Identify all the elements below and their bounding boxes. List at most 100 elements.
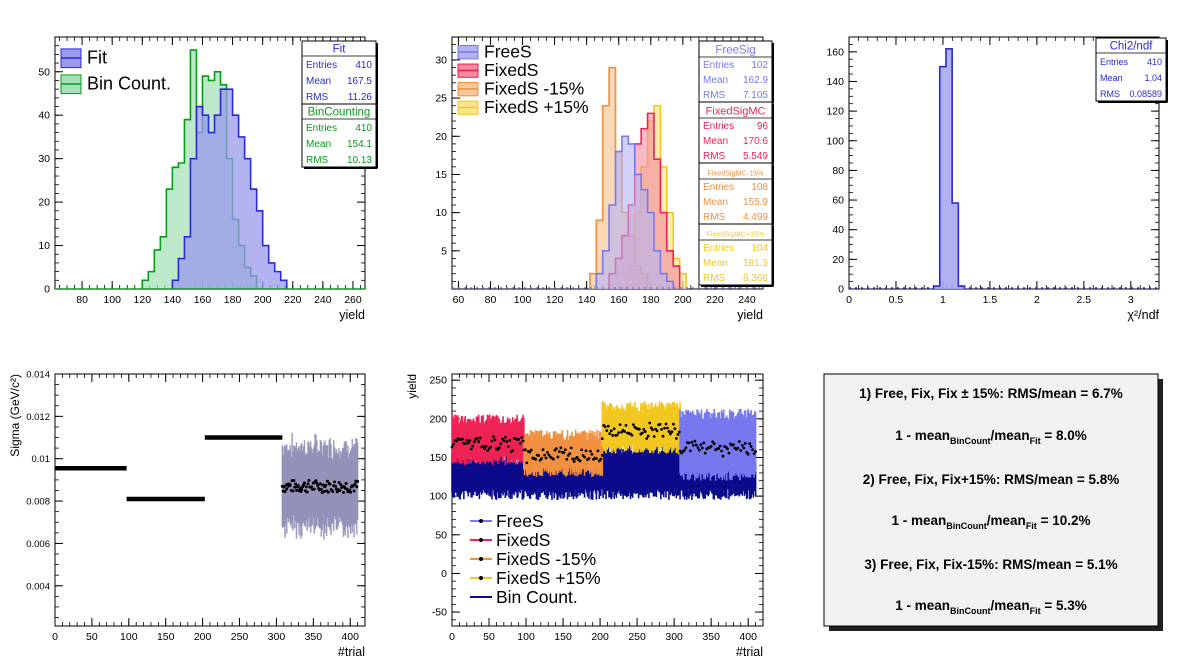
stats-value: 10.13 [347, 155, 372, 166]
yield-point [541, 448, 545, 452]
yield-point [606, 424, 610, 428]
x-axis-label: #trial [736, 645, 763, 659]
sigma-point [304, 485, 308, 489]
yield-point [618, 423, 622, 426]
stats-value: 11.26 [348, 92, 373, 103]
y-tick-label: 0.01 [32, 454, 51, 465]
stats-title: FreeSig [715, 45, 755, 57]
x-tick-label: 200 [194, 631, 212, 643]
yield-point [534, 457, 538, 461]
yield-point [664, 422, 668, 426]
yield-point [529, 448, 533, 452]
yield-point [450, 445, 454, 449]
yield-point [676, 433, 680, 436]
x-tick-label: 180 [642, 294, 660, 306]
yield-point [612, 427, 616, 431]
stats-box [698, 101, 773, 164]
y-tick-label: 50 [435, 529, 447, 541]
stats-key: Entries [306, 60, 337, 71]
legend-swatch-dot [479, 557, 483, 561]
yield-point [751, 448, 755, 452]
stats-key: RMS [703, 90, 726, 101]
stats-value: 167.5 [347, 76, 372, 87]
stats-title: Chi2/ndf [1110, 41, 1154, 53]
x-tick-label: 300 [268, 631, 286, 643]
y-tick-label: 25 [435, 93, 447, 105]
yield-point [611, 433, 615, 437]
x-tick-label: 140 [164, 294, 182, 306]
y-tick-label: 0.008 [26, 497, 50, 508]
x-tick-label: 0.5 [889, 294, 904, 306]
yield-point [637, 427, 641, 431]
summary-line-3: 2) Free, Fix, Fix+15%: RMS/mean = 5.8% [863, 472, 1120, 487]
stats-title: Fit [333, 44, 347, 56]
yield-point [699, 443, 703, 447]
x-axis-label: χ²/ndf [1127, 308, 1159, 322]
sigma-point [349, 490, 353, 494]
stats-key: RMS [703, 273, 726, 284]
yield-point [540, 457, 543, 460]
sigma-point [344, 481, 348, 485]
legend-entry: Bin Count. [496, 587, 578, 607]
yield-point [528, 450, 532, 454]
stats-key: Entries [703, 182, 734, 193]
x-tick-label: 140 [578, 294, 596, 306]
stats-value: 6.366 [743, 273, 768, 284]
x-tick-label: 1 [940, 294, 946, 306]
yield-point [658, 423, 662, 426]
stats-value: 410 [355, 60, 372, 71]
yield-point [670, 430, 674, 434]
yield-point [731, 443, 735, 447]
x-tick-label: 200 [254, 294, 272, 306]
y-tick-label: 50 [38, 66, 50, 78]
y-axis-label: yield [405, 374, 419, 399]
yield-point [505, 440, 509, 444]
stats-key: Mean [306, 139, 331, 150]
summary-line-1: 1) Free, Fix, Fix ± 15%: RMS/mean = 6.7% [859, 386, 1123, 401]
yield-point [544, 456, 548, 460]
y-tick-label: 0.004 [26, 581, 50, 592]
yield-point [712, 442, 716, 446]
yield-point [552, 457, 555, 461]
yield-point [569, 446, 573, 450]
sigma-point [295, 488, 299, 492]
stats-box [301, 40, 377, 105]
x-tick-label: 120 [134, 294, 152, 306]
yield-point [702, 441, 706, 445]
yield-point [596, 449, 600, 453]
stats-key: Mean [306, 76, 331, 87]
yield-point [690, 440, 694, 444]
yield-point [737, 440, 741, 443]
yield-point [678, 449, 682, 453]
yield-point [660, 427, 663, 431]
stats-value: 410 [1147, 57, 1162, 67]
stats-value: 7.105 [743, 90, 768, 101]
y-tick-label: 80 [832, 165, 844, 177]
sigma-point [288, 483, 292, 487]
x-tick-label: 50 [86, 631, 98, 643]
x-tick-label: 150 [157, 631, 175, 643]
stats-key: RMS [703, 151, 726, 162]
summary-line-5: 3) Free, Fix, Fix-15%: RMS/mean = 5.1% [864, 557, 1117, 572]
x-tick-label: 400 [739, 631, 757, 643]
yield-point [742, 446, 746, 450]
stats-title: BinCounting [308, 107, 371, 119]
sigma-point [305, 490, 309, 494]
yield-point [469, 447, 473, 451]
legend-swatch-dot [479, 576, 483, 580]
stats-value: 181.3 [743, 258, 768, 269]
yield-point [703, 451, 707, 455]
yield-point [478, 436, 482, 440]
sigma-point [352, 489, 356, 493]
stats-title: FixedSigMC [706, 106, 766, 118]
x-tick-label: 350 [702, 631, 720, 643]
legend-entry: FixedS [496, 530, 550, 550]
summary-line-4: 1 - meanBinCount/meanFit = 10.2% [892, 513, 1091, 531]
sigma-point [331, 490, 335, 494]
sigma-point [312, 487, 316, 491]
chart-chi2-ndf: 0 0.5 1 1.5 2 2.5 3 0 20 40 60 80 100 120 140 160 χ²/ndf… [826, 36, 1168, 322]
sigma-point [316, 484, 320, 488]
x-tick-label: 220 [706, 294, 724, 306]
y-tick-label: 140 [826, 76, 844, 88]
legend-entry: FixedS -15% [496, 549, 596, 569]
